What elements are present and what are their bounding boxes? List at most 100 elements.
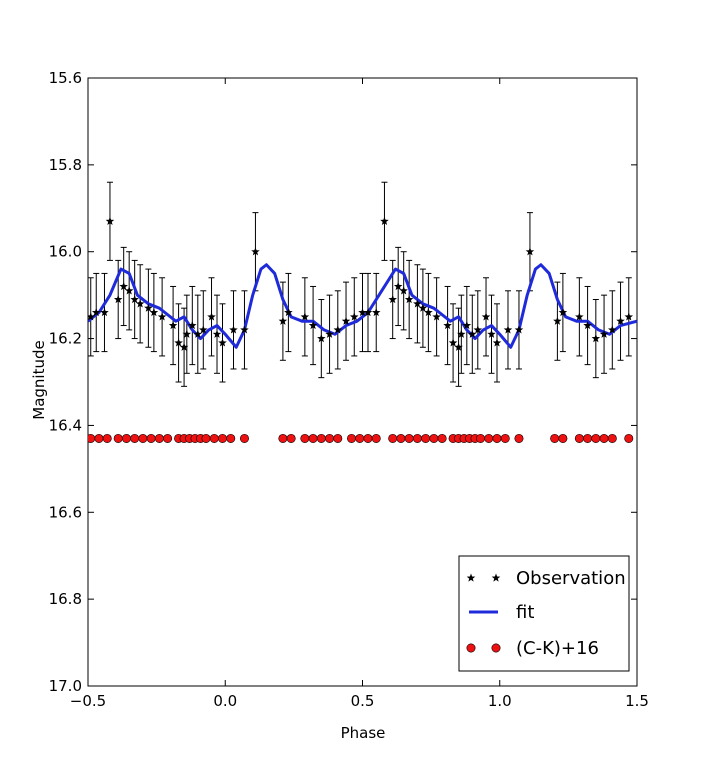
- color-index-point: [371, 433, 381, 443]
- color-index-point: [239, 433, 249, 443]
- observation-point: [157, 312, 167, 321]
- legend-observation-label: Observation: [516, 568, 626, 589]
- observation-point: [404, 294, 414, 304]
- color-index-point: [500, 433, 510, 443]
- observation-point: [341, 316, 351, 325]
- color-index-point: [404, 433, 414, 443]
- y-tick-label: 15.6: [49, 69, 82, 87]
- x-tick-label: −0.5: [70, 692, 106, 710]
- legend-color-index-marker: [466, 643, 476, 653]
- color-index-point: [209, 433, 219, 443]
- observation-point: [553, 316, 562, 325]
- color-index-point: [388, 433, 398, 443]
- color-index-point: [583, 433, 593, 443]
- x-tick-label: 0.0: [213, 692, 237, 710]
- color-index-point: [492, 433, 502, 443]
- data-layer: [88, 181, 637, 443]
- observation-point: [624, 312, 634, 321]
- color-index-point: [558, 433, 568, 443]
- color-index-point: [278, 433, 288, 443]
- observation-point: [317, 334, 326, 343]
- x-tick-label: 0.5: [351, 692, 375, 710]
- observation-point: [207, 312, 216, 321]
- observation-point: [424, 308, 433, 317]
- color-index-point: [421, 433, 431, 443]
- legend-items: Observation fit (C-K)+16: [466, 568, 626, 659]
- observation-point: [182, 329, 192, 338]
- observation-point: [591, 334, 601, 343]
- color-index-point: [163, 433, 173, 443]
- x-tick-label: 1.5: [625, 692, 649, 710]
- color-index-point: [363, 433, 373, 443]
- color-index-point: [355, 433, 365, 443]
- observation-point: [349, 312, 359, 321]
- observation-point: [174, 338, 183, 347]
- observation-point: [462, 321, 472, 330]
- legend-color-index-marker: [491, 643, 501, 653]
- observation-point: [212, 329, 222, 338]
- observation-point: [583, 321, 592, 330]
- observation-point: [616, 316, 625, 325]
- observation-point: [608, 325, 617, 334]
- color-index-point: [429, 433, 439, 443]
- observation-point: [229, 325, 238, 334]
- color-index-point: [333, 433, 343, 443]
- observation-point: [399, 286, 408, 295]
- color-index-point: [146, 433, 156, 443]
- observation-point: [599, 329, 609, 338]
- observation-point: [457, 329, 466, 338]
- observation-point: [88, 312, 96, 321]
- y-tick-label: 17.0: [49, 677, 82, 695]
- observation-point: [418, 303, 428, 312]
- observation-point: [358, 308, 367, 317]
- observation-point: [514, 325, 524, 334]
- observation-point: [481, 312, 491, 321]
- plot-area: −0.5 0.0 0.5 1.0 1.5 15.6 15.8 16.0 16.2 16.4 16.6…: [49, 69, 649, 710]
- color-index-point: [550, 433, 560, 443]
- observation-point: [380, 216, 389, 225]
- color-index-point: [308, 433, 318, 443]
- observation-point: [558, 308, 568, 317]
- legend-observation-marker: [466, 573, 476, 582]
- color-index-point: [286, 433, 296, 443]
- color-index-point: [226, 433, 236, 443]
- color-index-series: [88, 433, 634, 443]
- observation-point: [240, 325, 249, 334]
- y-tick-label: 15.8: [49, 156, 82, 174]
- legend: Observation fit (C-K)+16: [458, 555, 630, 672]
- observation-point: [325, 329, 334, 338]
- y-tick-label: 16.4: [49, 416, 82, 434]
- observation-point: [199, 325, 208, 334]
- color-index-point: [437, 433, 447, 443]
- color-index-point: [325, 433, 335, 443]
- color-index-point: [121, 433, 131, 443]
- color-index-point: [94, 433, 104, 443]
- fit-series: [88, 263, 637, 349]
- color-index-point: [514, 433, 524, 443]
- color-index-point: [484, 433, 494, 443]
- observation-point: [308, 321, 318, 330]
- y-tick-label: 16.8: [49, 590, 82, 608]
- observation-point: [168, 321, 178, 330]
- observation-point: [300, 312, 310, 321]
- y-axis-label: Magnitude: [30, 340, 48, 419]
- observation-point: [525, 247, 535, 256]
- observation-point: [105, 216, 115, 225]
- observation-point: [492, 338, 502, 347]
- observation-point: [388, 294, 397, 304]
- x-tick-label: 1.0: [488, 692, 512, 710]
- observation-point: [179, 342, 189, 351]
- observation-point: [487, 329, 496, 338]
- color-index-point: [102, 433, 112, 443]
- y-tick-label: 16.0: [49, 243, 82, 261]
- axis-ticks: −0.5 0.0 0.5 1.0 1.5 15.6 15.8 16.0 16.2 16.4 16.6…: [49, 69, 649, 710]
- observation-point: [448, 338, 458, 347]
- legend-color-index-label: (C-K)+16: [516, 638, 599, 659]
- color-index-point: [476, 433, 486, 443]
- color-index-point: [574, 433, 584, 443]
- color-index-point: [607, 433, 617, 443]
- observation-point: [193, 329, 203, 338]
- color-index-point: [347, 433, 357, 443]
- fit-line: [88, 263, 637, 349]
